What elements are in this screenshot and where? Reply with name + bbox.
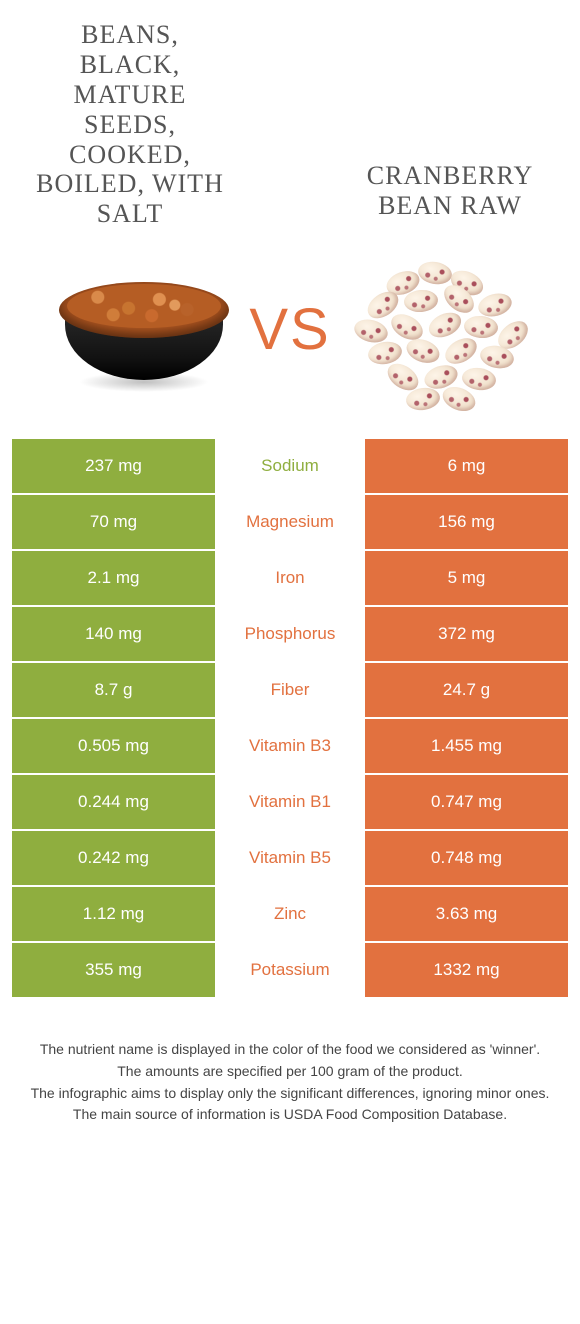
food-title-right: Cranberry bean raw	[350, 161, 550, 229]
footer-line: The infographic aims to display only the…	[24, 1083, 556, 1105]
nutrient-value-right: 0.748 mg	[365, 831, 568, 885]
nutrient-row: 1.12 mgZinc3.63 mg	[12, 887, 568, 943]
nutrient-name: Fiber	[215, 663, 365, 717]
nutrient-value-left: 140 mg	[12, 607, 215, 661]
nutrient-row: 70 mgMagnesium156 mg	[12, 495, 568, 551]
nutrient-name: Vitamin B1	[215, 775, 365, 829]
nutrient-row: 0.242 mgVitamin B50.748 mg	[12, 831, 568, 887]
nutrient-value-right: 372 mg	[365, 607, 568, 661]
nutrient-value-right: 5 mg	[365, 551, 568, 605]
nutrient-value-left: 8.7 g	[12, 663, 215, 717]
nutrient-value-left: 355 mg	[12, 943, 215, 997]
nutrient-value-left: 2.1 mg	[12, 551, 215, 605]
nutrient-value-right: 6 mg	[365, 439, 568, 493]
nutrient-value-left: 70 mg	[12, 495, 215, 549]
nutrient-value-left: 237 mg	[12, 439, 215, 493]
nutrient-name: Vitamin B3	[215, 719, 365, 773]
nutrient-row: 8.7 gFiber24.7 g	[12, 663, 568, 719]
nutrient-value-right: 1332 mg	[365, 943, 568, 997]
nutrient-value-left: 1.12 mg	[12, 887, 215, 941]
nutrient-row: 355 mgPotassium1332 mg	[12, 943, 568, 999]
vs-label: VS	[249, 296, 330, 363]
nutrient-row: 0.505 mgVitamin B31.455 mg	[12, 719, 568, 775]
nutrient-name: Iron	[215, 551, 365, 605]
nutrient-name: Phosphorus	[215, 607, 365, 661]
food-image-left	[49, 249, 239, 409]
nutrient-name: Potassium	[215, 943, 365, 997]
nutrient-value-right: 1.455 mg	[365, 719, 568, 773]
header-titles: Beans, black, mature seeds, cooked, boil…	[0, 0, 580, 239]
footer-line: The amounts are specified per 100 gram o…	[24, 1061, 556, 1083]
nutrient-value-left: 0.505 mg	[12, 719, 215, 773]
nutrient-row: 140 mgPhosphorus372 mg	[12, 607, 568, 663]
nutrient-row: 0.244 mgVitamin B10.747 mg	[12, 775, 568, 831]
vs-row: VS	[0, 239, 580, 439]
nutrient-table: 237 mgSodium6 mg70 mgMagnesium156 mg2.1 …	[0, 439, 580, 999]
nutrient-value-right: 24.7 g	[365, 663, 568, 717]
nutrient-row: 2.1 mgIron5 mg	[12, 551, 568, 607]
nutrient-row: 237 mgSodium6 mg	[12, 439, 568, 495]
nutrient-value-left: 0.244 mg	[12, 775, 215, 829]
footer-line: The main source of information is USDA F…	[24, 1104, 556, 1126]
bean-pile-icon	[346, 254, 526, 404]
footer-notes: The nutrient name is displayed in the co…	[0, 999, 580, 1126]
nutrient-value-right: 156 mg	[365, 495, 568, 549]
nutrient-name: Vitamin B5	[215, 831, 365, 885]
footer-line: The nutrient name is displayed in the co…	[24, 1039, 556, 1061]
nutrient-value-left: 0.242 mg	[12, 831, 215, 885]
food-image-right	[341, 249, 531, 409]
nutrient-name: Sodium	[215, 439, 365, 493]
bowl-icon	[59, 274, 229, 384]
nutrient-value-right: 3.63 mg	[365, 887, 568, 941]
nutrient-name: Zinc	[215, 887, 365, 941]
nutrient-name: Magnesium	[215, 495, 365, 549]
food-title-left: Beans, black, mature seeds, cooked, boil…	[30, 20, 230, 229]
nutrient-value-right: 0.747 mg	[365, 775, 568, 829]
